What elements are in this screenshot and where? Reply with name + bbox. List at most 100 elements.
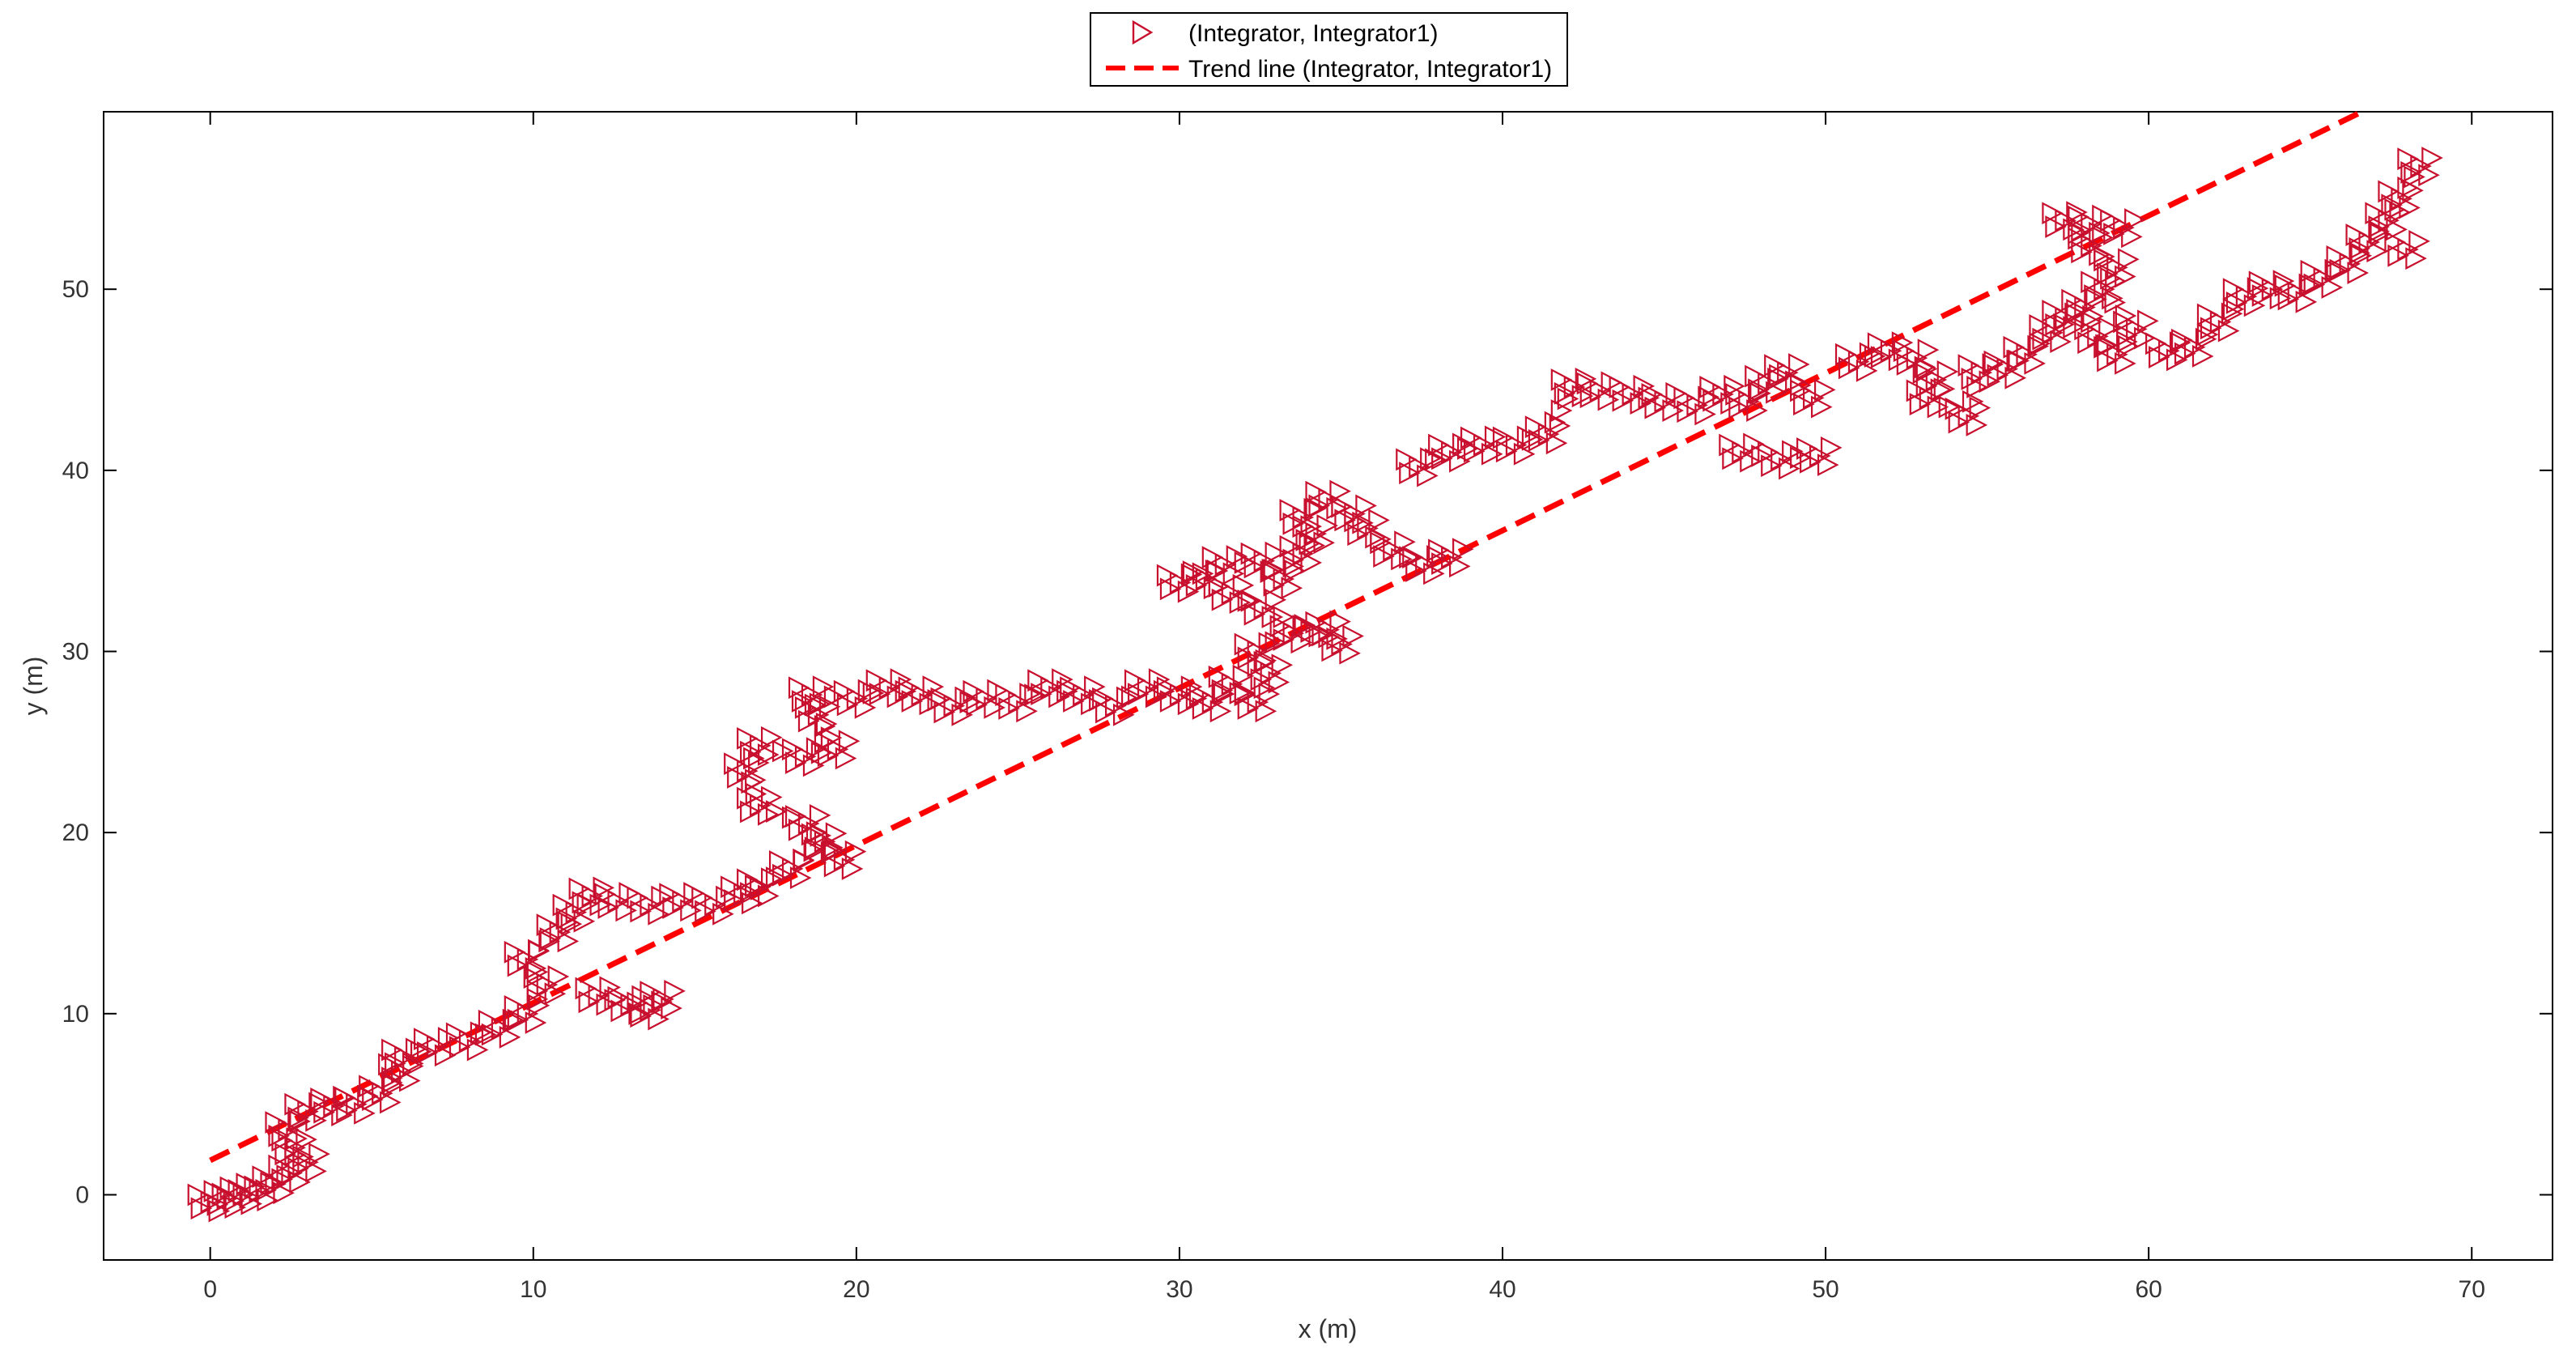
scatter-point — [516, 947, 539, 971]
scatter-point — [691, 886, 713, 909]
scatter-point — [1084, 675, 1106, 699]
scatter-point — [1273, 606, 1295, 628]
scatter-point — [2094, 335, 2115, 359]
scatter-point — [1331, 632, 1353, 656]
scatter-point — [760, 867, 783, 891]
scatter-point — [2045, 215, 2067, 238]
scatter-point — [1576, 372, 1599, 395]
scatter-point — [305, 1160, 327, 1183]
scatter-point — [1925, 368, 1948, 391]
scatter-point — [788, 818, 810, 841]
scatter-point — [604, 989, 627, 1011]
scatter-point — [525, 1011, 547, 1034]
scatter-point — [2418, 164, 2440, 187]
scatter-point — [2287, 281, 2310, 304]
scatter-point — [504, 940, 526, 964]
scatter-point — [1870, 346, 1893, 368]
scatter-point — [236, 1173, 258, 1195]
scatter-point — [2251, 284, 2274, 307]
legend: (Integrator, Integrator1) Trend line (In… — [1090, 12, 1568, 87]
scatter-point — [2195, 327, 2217, 351]
scatter-point — [1767, 367, 1789, 390]
scatter-point — [2134, 326, 2156, 350]
scatter-point — [2421, 147, 2443, 169]
scatter-point — [1250, 668, 1273, 692]
scatter-point — [1300, 515, 1323, 538]
scatter-point — [434, 1044, 457, 1067]
scatter-point — [1788, 353, 1810, 376]
scatter-point — [1864, 345, 1886, 368]
scatter-point — [901, 690, 924, 713]
scatter-point — [2006, 349, 2029, 372]
scatter-point — [817, 744, 840, 768]
scatter-point — [2222, 297, 2245, 321]
scatter-point — [1192, 562, 1214, 585]
scatter-point — [1495, 440, 1518, 463]
scatter-point — [1549, 415, 1571, 437]
scatter-point — [793, 848, 814, 871]
scatter-point — [378, 1053, 400, 1076]
legend-label-trend: Trend line (Integrator, Integrator1) — [1188, 56, 1552, 83]
scatter-point — [426, 1035, 448, 1058]
scatter-point — [2300, 259, 2323, 283]
scatter-point — [2137, 309, 2159, 333]
scatter-point — [886, 685, 909, 709]
scatter-point — [1396, 448, 1418, 471]
scatter-point — [286, 1127, 308, 1151]
scatter-point — [2345, 223, 2368, 247]
scatter-point — [2103, 223, 2125, 245]
scatter-point — [1537, 423, 1560, 446]
scatter-point — [555, 907, 578, 930]
scatter-point — [740, 800, 762, 824]
scatter-point — [1982, 353, 2004, 376]
scatter-point — [1945, 397, 1967, 420]
scatter-point — [963, 679, 984, 703]
scatter-point — [310, 1087, 332, 1110]
scatter-point — [1027, 669, 1049, 692]
x-tick-label: 10 — [520, 1276, 546, 1303]
scatter-point — [1917, 338, 1940, 362]
scatter-point — [2116, 324, 2138, 347]
scatter-point — [268, 1124, 290, 1147]
scatter-point — [2032, 327, 2054, 351]
scatter-point — [2248, 270, 2271, 294]
scatter-point — [1452, 538, 1474, 561]
scatter-point — [869, 683, 891, 705]
scatter-point — [211, 1182, 234, 1206]
scatter-point — [594, 883, 617, 906]
scatter-point — [1817, 453, 1839, 477]
scatter-point — [1426, 545, 1448, 568]
scatter-point — [525, 956, 547, 980]
scatter-point — [976, 687, 997, 710]
scatter-point — [2042, 300, 2064, 322]
scatter-point — [2365, 202, 2387, 225]
scatter-point — [1265, 541, 1287, 564]
scatter-point — [589, 893, 612, 917]
scatter-point — [2061, 288, 2083, 312]
scatter-point — [2397, 177, 2419, 199]
scatter-point — [2081, 212, 2102, 236]
plot-area — [103, 111, 2553, 1261]
scatter-point — [1554, 381, 1576, 405]
scatter-point — [1368, 509, 1390, 532]
scatter-point — [1544, 411, 1566, 434]
scatter-point — [2303, 273, 2326, 296]
scatter-point — [413, 1028, 436, 1051]
scatter-point — [758, 802, 780, 826]
scatter-point — [1405, 560, 1427, 582]
scatter-point — [1232, 573, 1255, 597]
scatter-point — [1180, 563, 1203, 586]
trend-line — [209, 109, 2364, 1164]
scatter-point — [336, 1099, 358, 1122]
x-tick-label: 60 — [2135, 1276, 2162, 1303]
scatter-point — [557, 930, 580, 953]
scatter-point — [1724, 374, 1745, 398]
scatter-point — [2042, 202, 2064, 225]
scatter-point — [1208, 665, 1231, 688]
scatter-point — [1415, 553, 1437, 577]
scatter-point — [801, 683, 823, 707]
scatter-point — [2104, 291, 2127, 314]
scatter-point — [1234, 632, 1256, 656]
scatter-point — [740, 882, 762, 905]
